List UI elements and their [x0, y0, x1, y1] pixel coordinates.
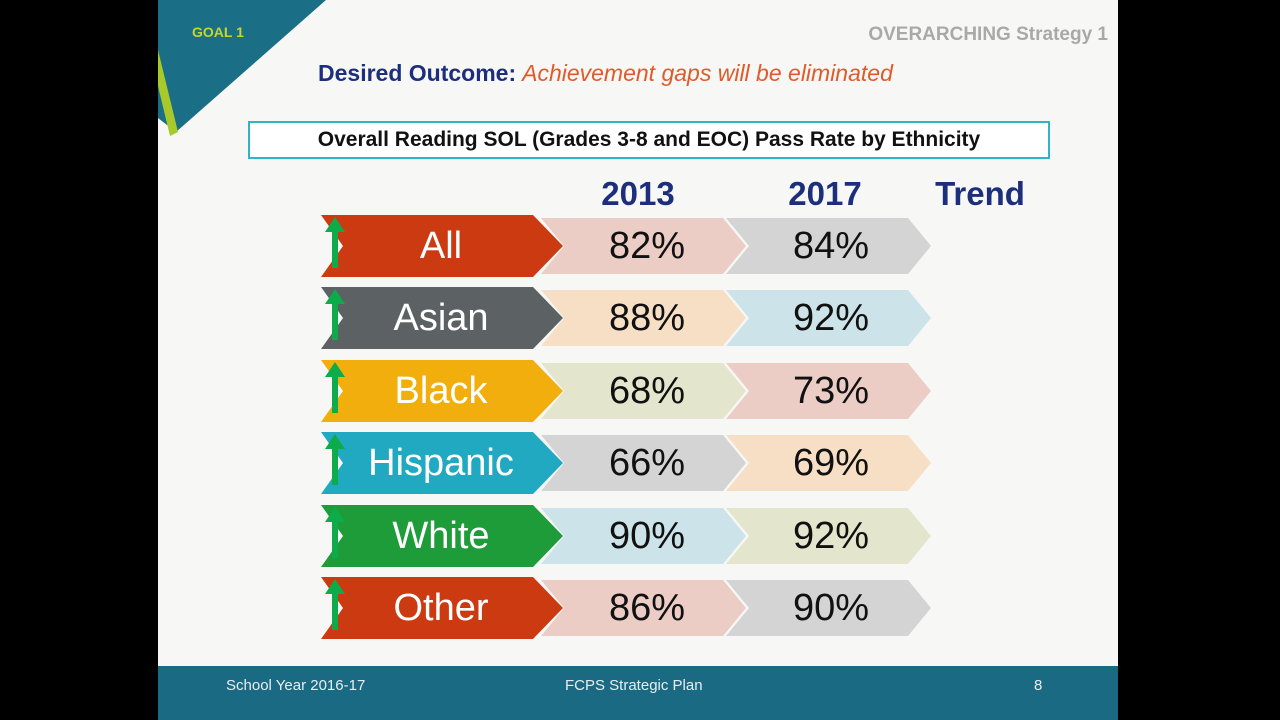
table-row-other: Other 86% 90%: [321, 577, 981, 639]
value-2017: 92%: [792, 296, 870, 339]
value-2013: 86%: [608, 586, 686, 629]
table-row-asian: Asian 88% 92%: [321, 287, 981, 349]
value-2017: 73%: [792, 369, 870, 412]
group-label: Black: [394, 369, 488, 412]
value-2013: 88%: [608, 296, 686, 339]
row-chevrons: [321, 215, 931, 277]
value-2017: 92%: [792, 514, 870, 557]
desired-outcome: Desired Outcome: Achievement gaps will be…: [318, 60, 893, 87]
row-chevrons: [321, 287, 931, 349]
row-chevrons: [321, 577, 931, 639]
column-header-2017: 2017: [788, 175, 862, 212]
row-chevrons: [321, 432, 931, 494]
table-title: Overall Reading SOL (Grades 3-8 and EOC)…: [248, 121, 1050, 159]
up-arrow-icon: [325, 362, 345, 413]
table-row-black: Black 68% 73%: [321, 360, 981, 422]
goal-label: GOAL 1: [192, 24, 244, 40]
value-2013: 68%: [608, 369, 686, 412]
value-2013: 66%: [608, 441, 686, 484]
group-label: Hispanic: [368, 441, 514, 484]
group-label: Asian: [393, 296, 489, 339]
table-row-white: White 90% 92%: [321, 505, 981, 567]
up-arrow-icon: [325, 579, 345, 630]
value-2017: 84%: [792, 224, 870, 267]
group-label: White: [392, 514, 490, 557]
column-header-trend: Trend: [935, 175, 1025, 212]
group-label: Other: [393, 586, 489, 629]
table-row-all: All 82% 84%: [321, 215, 981, 277]
group-label: All: [419, 224, 463, 267]
outcome-label: Desired Outcome:: [318, 60, 517, 86]
slide: GOAL 1 OVERARCHING Strategy 1 Desired Ou…: [158, 0, 1118, 720]
value-2017: 69%: [792, 441, 870, 484]
value-2013: 90%: [608, 514, 686, 557]
up-arrow-icon: [325, 434, 345, 485]
up-arrow-icon: [325, 507, 345, 558]
up-arrow-icon: [325, 217, 345, 268]
up-arrow-icon: [325, 289, 345, 340]
corner-decoration: [158, 0, 326, 136]
value-2017: 90%: [792, 586, 870, 629]
strategy-label: OVERARCHING Strategy 1: [868, 24, 1108, 45]
page-number: 8: [1034, 677, 1043, 694]
outcome-text: Achievement gaps will be eliminated: [522, 60, 893, 86]
column-header-2013: 2013: [601, 175, 675, 212]
footer-school-year: School Year 2016-17: [226, 677, 366, 694]
row-chevrons: [321, 505, 931, 567]
table-row-hispanic: Hispanic 66% 69%: [321, 432, 981, 494]
footer-plan-name: FCPS Strategic Plan: [565, 677, 703, 694]
footer-bar: School Year 2016-17 FCPS Strategic Plan …: [158, 666, 1118, 720]
value-2013: 82%: [608, 224, 686, 267]
row-chevrons: [321, 360, 931, 422]
